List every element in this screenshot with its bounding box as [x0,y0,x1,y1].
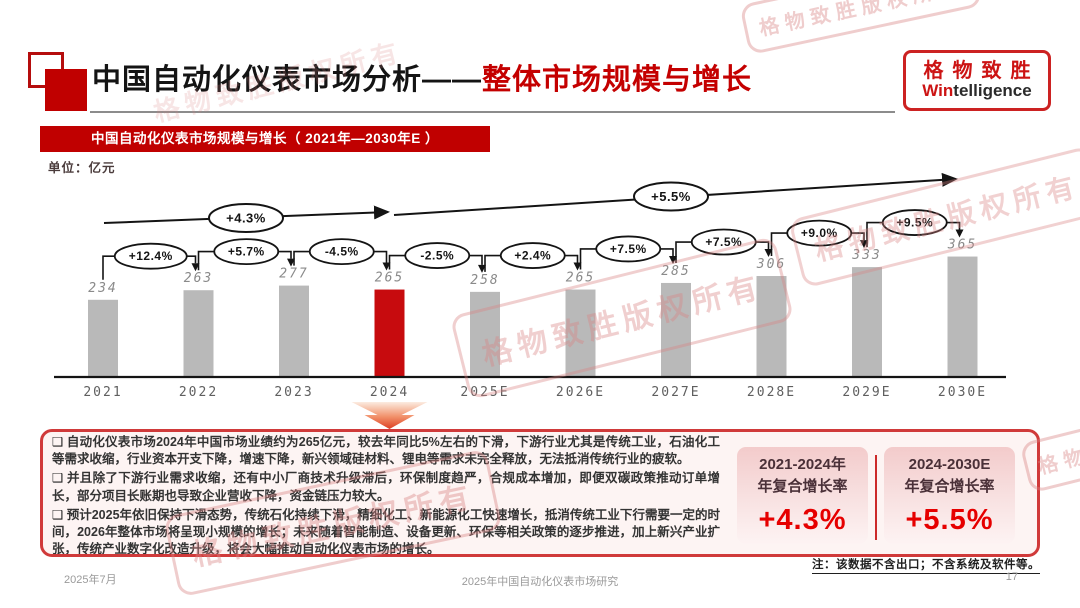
svg-text:265: 265 [375,271,404,286]
svg-text:333: 333 [851,248,881,263]
footer-date: 2025年7月 [64,574,117,586]
svg-text:-2.5%: -2.5% [420,249,454,263]
brand-logo-en-dark: telligence [953,81,1032,101]
svg-text:+2.4%: +2.4% [514,249,551,263]
svg-text:2024: 2024 [370,385,409,400]
svg-text:2025E: 2025E [460,385,509,400]
page-title: 中国自动化仪表市场分析——整体市场规模与增长 [92,56,752,98]
svg-text:258: 258 [470,273,499,288]
svg-text:2021: 2021 [83,385,122,400]
brand-logo-cn: 格物致胜 [923,60,1040,83]
svg-text:+7.5%: +7.5% [705,235,742,249]
svg-text:265: 265 [566,271,595,286]
svg-text:-4.5%: -4.5% [325,245,359,259]
svg-text:365: 365 [947,238,977,253]
footer-page-number: 17 [1005,571,1018,583]
svg-text:306: 306 [756,257,786,272]
cagr-card-2024-2030: 2024-2030E 年复合增长率 +5.5% [884,447,1015,544]
svg-text:+7.5%: +7.5% [610,242,647,256]
svg-text:+9.0%: +9.0% [801,226,838,240]
market-chart: +4.3% +5.5% 234 2021 263 2022 277 2023 265 2024 25… [40,163,1040,433]
svg-text:2022: 2022 [179,385,218,400]
title-marker-filled-square [45,69,87,111]
analysis-bullet-list: 自动化仪表市场2024年中国市场业绩约为265亿元，较去年同比5%左右的下滑，下… [52,434,720,554]
svg-text:+5.5%: +5.5% [651,189,691,204]
analysis-bullet: 自动化仪表市场2024年中国市场业绩约为265亿元，较去年同比5%左右的下滑，下… [52,434,720,468]
svg-text:263: 263 [184,271,213,286]
svg-text:234: 234 [88,281,117,296]
section-banner: 中国自动化仪表市场规模与增长（ 2021年—2030年E ） [40,126,490,152]
cagr-period: 2021-2024年 [759,455,846,473]
svg-text:+5.7%: +5.7% [228,245,265,259]
cagr-card-2021-2024: 2021-2024年 年复合增长率 +4.3% [737,447,868,544]
svg-text:2030E: 2030E [938,385,987,400]
page-title-black: 中国自动化仪表市场分析—— [92,64,483,96]
title-underline [90,111,895,113]
cagr-divider [875,455,877,540]
market-chart-svg: +4.3% +5.5% 234 2021 263 2022 277 2023 265 2024 25… [54,172,1006,429]
svg-text:2028E: 2028E [747,385,796,400]
svg-text:+9.5%: +9.5% [896,216,933,230]
cagr-label: 年复合增长率 [757,477,848,495]
data-note: 注：该数据不含出口；不含系统及软件等。 [812,556,1040,574]
brand-logo-en-red: Win [922,81,954,101]
footer-title: 2025年中国自动化仪表市场研究 [461,576,619,588]
svg-text:277: 277 [279,267,308,282]
svg-text:2026E: 2026E [556,385,605,400]
svg-text:2029E: 2029E [842,385,891,400]
svg-text:285: 285 [661,264,690,279]
cagr-period: 2024-2030E [908,455,991,473]
cagr-value: +5.5% [905,504,994,537]
svg-text:2027E: 2027E [651,385,700,400]
analysis-bullet: 预计2025年依旧保持下滑态势，传统石化持续下滑，精细化工、新能源化工快速增长，… [52,507,720,554]
svg-text:+4.3%: +4.3% [226,211,266,226]
analysis-bullet: 并且除了下游行业需求收缩，还有中小厂商技术升级滞后，环保制度趋严，合规成本增加，… [52,470,720,504]
brand-logo-en: Wintelligence [922,81,1032,101]
cagr-label: 年复合增长率 [904,477,995,495]
unit-label: 单位：亿元 [48,161,116,175]
page-title-red: 整体市场规模与增长 [482,64,753,96]
cagr-value: +4.3% [758,504,847,537]
svg-text:2023: 2023 [274,385,313,400]
brand-logo: 格物致胜 Wintelligence [903,50,1051,111]
svg-text:+12.4%: +12.4% [129,249,173,263]
watermark-stamp: 格物致胜版权所有 [739,0,983,56]
